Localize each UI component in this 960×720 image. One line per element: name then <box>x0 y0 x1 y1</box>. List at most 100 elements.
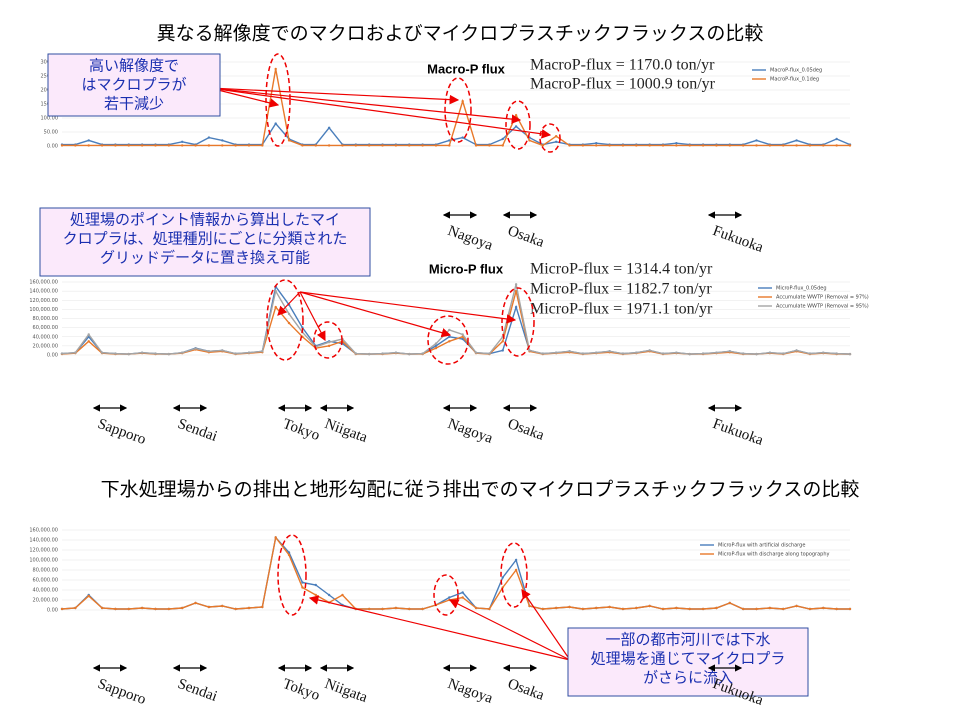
highlight-ellipse <box>539 123 561 153</box>
point <box>408 352 411 356</box>
point <box>207 136 211 139</box>
point <box>314 144 317 147</box>
legend-label: MacroP-flux_0.1deg <box>770 77 819 83</box>
point <box>635 144 638 147</box>
point <box>421 352 424 355</box>
highlight-ellipse <box>501 287 535 357</box>
point <box>554 135 558 138</box>
y-tick-label: 160,000.00 <box>29 280 58 286</box>
highlight-ellipse <box>444 77 472 143</box>
city-label: Nagoya <box>445 223 495 254</box>
point <box>782 352 785 355</box>
point <box>795 349 798 352</box>
point <box>367 607 371 611</box>
point <box>114 607 117 611</box>
point <box>234 607 237 611</box>
point <box>568 605 571 609</box>
point <box>327 344 331 348</box>
point <box>701 607 705 611</box>
city-label: Sendai <box>175 416 219 445</box>
point <box>728 601 731 605</box>
callout-arrow <box>209 87 522 124</box>
heading: 異なる解像度でのマクロおよびマイクロプラスチックフラックスの比較 <box>157 23 764 45</box>
city-label: Sapporo <box>95 416 147 448</box>
point <box>541 352 545 355</box>
point <box>408 607 411 611</box>
point <box>661 144 665 147</box>
point <box>181 606 184 610</box>
point <box>595 606 598 610</box>
callout-arrow <box>209 87 460 105</box>
point <box>595 351 598 354</box>
point <box>488 607 491 611</box>
y-tick-label: 20,000.00 <box>33 343 58 349</box>
point <box>381 144 384 147</box>
point <box>514 283 518 286</box>
point <box>381 607 384 611</box>
point <box>167 144 171 147</box>
point <box>782 144 785 147</box>
y-tick-label: 80,000.00 <box>33 568 58 574</box>
point <box>140 144 144 147</box>
y-tick-label: 140,000.00 <box>29 289 58 295</box>
point <box>221 604 224 608</box>
series-line <box>61 535 850 610</box>
point <box>247 144 251 147</box>
point <box>755 352 758 356</box>
point <box>581 144 585 147</box>
point <box>501 137 504 141</box>
callout-box <box>39 207 371 277</box>
y-tick-label: 100,000.00 <box>29 307 58 313</box>
point <box>327 126 331 129</box>
y-tick-label: 60,000.00 <box>33 578 58 584</box>
point <box>795 139 798 142</box>
point <box>688 607 691 611</box>
point <box>621 144 625 147</box>
point <box>434 144 438 147</box>
point <box>87 333 90 336</box>
point <box>140 351 144 354</box>
point <box>354 352 358 355</box>
highlight-ellipse <box>500 542 528 608</box>
heading: 下水処理場からの排出と地形勾配に従う排出でのマイクロプラスチックフラックスの比較 <box>101 479 860 501</box>
point <box>207 144 211 147</box>
highlight-ellipse <box>265 53 291 147</box>
point <box>408 144 411 147</box>
point <box>514 114 518 117</box>
legend-label: Accumulate WWTP (Removal = 97%) <box>776 295 869 301</box>
city-label: Tokyo <box>280 416 321 444</box>
point <box>327 341 331 344</box>
callout-arrow <box>308 595 571 661</box>
point <box>207 605 211 609</box>
point <box>354 144 358 147</box>
point <box>421 144 424 147</box>
point <box>287 321 291 325</box>
point <box>782 607 785 611</box>
point <box>608 605 611 609</box>
point <box>701 144 705 147</box>
point <box>60 352 64 355</box>
point <box>87 139 90 142</box>
legend-label: MacroP-flux_0.05deg <box>770 68 822 74</box>
city-label: Nagoya <box>445 676 495 707</box>
point <box>421 607 424 611</box>
callout-arrow <box>209 87 280 108</box>
y-tick-label: 20,000.00 <box>33 598 58 604</box>
point <box>434 346 438 350</box>
callout-arrow <box>299 291 517 324</box>
point <box>181 351 184 354</box>
y-tick-label: 0.00 <box>47 353 58 359</box>
point <box>140 606 144 610</box>
point <box>488 352 491 355</box>
point <box>314 593 317 597</box>
point <box>835 144 838 147</box>
callout-text: 処理場を通じてマイクロプラ <box>591 650 786 668</box>
point <box>554 351 558 354</box>
point <box>274 536 277 539</box>
series-line <box>61 284 851 355</box>
point <box>715 606 718 610</box>
y-tick-label: 50.00 <box>44 130 58 136</box>
point <box>87 594 90 598</box>
point <box>327 593 331 597</box>
point <box>247 606 251 610</box>
